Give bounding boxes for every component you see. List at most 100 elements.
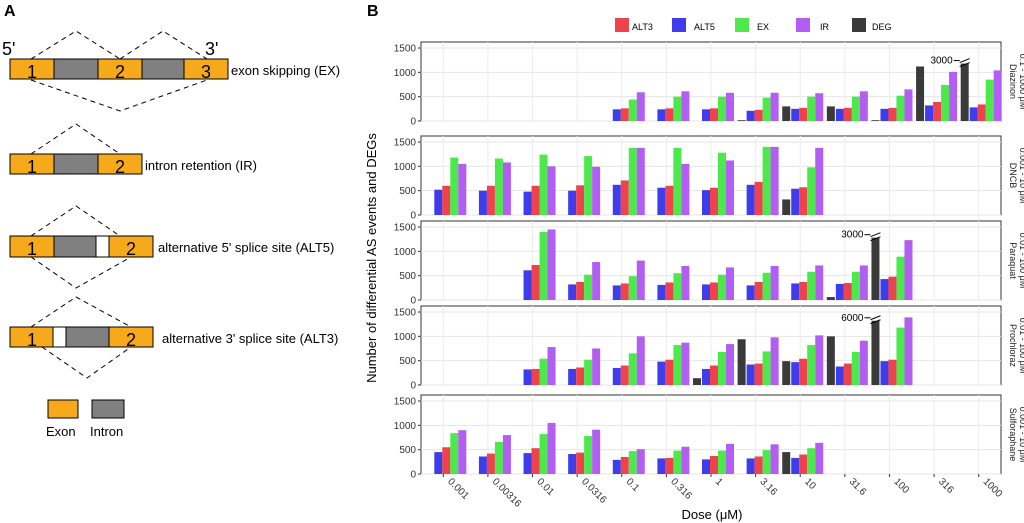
bar-alt5 <box>702 190 710 215</box>
bar-alt5 <box>523 369 532 385</box>
bar-alt5 <box>969 107 978 121</box>
legend-label-ex: EX <box>757 22 769 32</box>
facet-strip-name: DNCB <box>1008 163 1018 189</box>
bar-ex <box>584 274 593 300</box>
y-tick-label: 1000 <box>394 332 417 343</box>
bar-deg <box>871 320 880 385</box>
y-tick-label: 500 <box>399 92 416 103</box>
bar-ir <box>949 71 958 121</box>
bar-alt5 <box>657 187 666 215</box>
exon-number: 2 <box>115 62 125 82</box>
bar-alt3 <box>754 363 763 385</box>
bar-alt5 <box>612 285 621 300</box>
bar-alt3 <box>486 185 495 215</box>
exon-box <box>183 58 229 80</box>
bar-ex <box>807 345 816 385</box>
exon-legend-label: Exon <box>46 424 76 439</box>
bar-ex <box>584 436 593 474</box>
facet-strip <box>1003 136 1023 215</box>
bar-alt3 <box>665 185 674 215</box>
bar-alt5 <box>568 284 577 300</box>
bar-alt5 <box>657 284 666 300</box>
bar-deg <box>737 339 746 385</box>
bar-alt5 <box>478 190 487 215</box>
y-tick-label: 0 <box>410 117 416 128</box>
y-tick-label: 0 <box>410 211 416 222</box>
bar-alt3 <box>710 187 718 215</box>
bar-ir <box>547 347 556 385</box>
bar-ex <box>673 147 682 215</box>
facet-strip-range: 0.01 - 100 μM <box>1018 318 1024 374</box>
bar-alt5 <box>880 279 889 300</box>
bar-ex <box>539 154 548 215</box>
splice-line <box>119 30 208 60</box>
x-tick-label: 0.01 <box>534 476 556 498</box>
diagram-caption: intron retention (IR) <box>145 158 257 173</box>
bar-alt3 <box>843 363 852 385</box>
bar-alt3 <box>754 109 763 121</box>
bar-ex <box>762 351 771 385</box>
axis-break-mark <box>870 315 881 321</box>
bar-alt3 <box>888 107 897 121</box>
bar-alt5 <box>702 109 710 121</box>
bar-ir <box>681 265 690 300</box>
bar-alt3 <box>977 104 986 121</box>
exon-number: 2 <box>126 330 136 350</box>
panel-a: A 5' 3' 1 2 3 exon skipping (EX) 1 2 <box>2 3 340 439</box>
bar-ir <box>859 265 868 300</box>
bar-ir <box>726 160 734 215</box>
bar-alt3 <box>665 108 674 121</box>
exon-box <box>108 235 154 258</box>
bar-alt5 <box>702 459 710 474</box>
axis-break-mark <box>959 62 970 68</box>
bar-ex <box>807 271 816 300</box>
bar-ir <box>815 93 824 121</box>
facet-strip <box>1003 306 1023 385</box>
y-tick-label: 1500 <box>394 308 417 319</box>
bar-deg <box>782 106 791 121</box>
bar-alt3 <box>531 185 540 215</box>
exon-box <box>97 153 143 175</box>
facet-strip-name: Prochloraz <box>1008 324 1018 368</box>
break-value-label: 6000 <box>841 313 864 324</box>
y-tick-label: 0 <box>410 470 416 481</box>
y-tick-label: 1000 <box>394 162 417 173</box>
bar-ex <box>584 156 593 215</box>
bar-deg <box>693 378 701 385</box>
bar-ir <box>815 442 824 474</box>
bar-ir <box>592 348 601 385</box>
bar-alt3 <box>620 365 629 385</box>
bar-alt3 <box>799 281 808 300</box>
exon-number: 1 <box>27 62 37 82</box>
facet-strip-name: Paraquat <box>1008 242 1018 279</box>
x-axis-title: Dose (μM) <box>682 507 743 522</box>
bar-ex <box>718 152 726 215</box>
bar-deg <box>871 237 880 300</box>
y-tick-label: 1000 <box>394 247 417 258</box>
intron-box <box>53 235 97 258</box>
y-axis-title: Number of differential AS events and DEG… <box>364 133 379 383</box>
bar-ir <box>726 267 734 300</box>
bar-ex <box>718 450 726 474</box>
splice-line <box>30 296 132 328</box>
bar-ir <box>726 92 734 121</box>
bar-ir <box>815 147 824 215</box>
bar-ir <box>859 340 868 385</box>
bar-ir <box>681 163 690 215</box>
facet-strip <box>1003 221 1023 300</box>
bar-alt5 <box>657 109 666 121</box>
bar-deg <box>782 199 791 215</box>
bar-ex <box>494 158 503 215</box>
bar-ir <box>592 166 601 215</box>
bar-alt3 <box>620 108 629 121</box>
alt-segment-box <box>52 326 67 348</box>
bar-ir <box>502 162 511 215</box>
bar-alt5 <box>791 283 800 300</box>
bar-deg <box>916 66 925 121</box>
bar-ex <box>762 146 771 215</box>
legend-label-deg: DEG <box>872 22 892 32</box>
bar-ir <box>770 146 779 215</box>
